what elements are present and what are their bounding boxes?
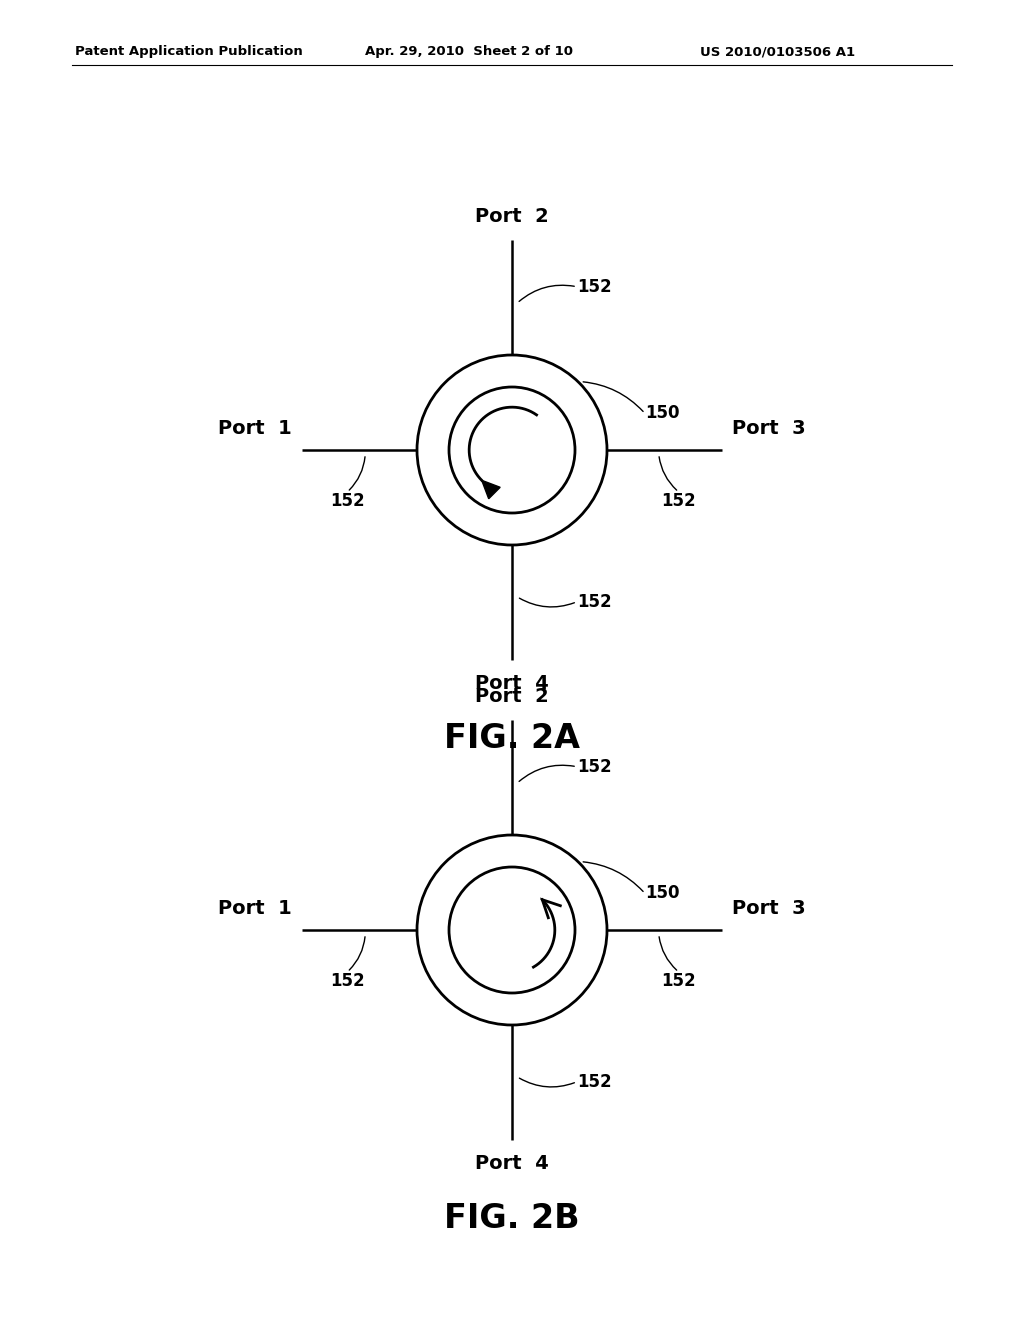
Text: Port  4: Port 4 (475, 1154, 549, 1173)
Text: Port  4: Port 4 (475, 675, 549, 693)
Text: 152: 152 (577, 758, 611, 776)
Text: 152: 152 (577, 593, 611, 611)
Text: Port  2: Port 2 (475, 207, 549, 226)
Text: FIG. 2A: FIG. 2A (444, 722, 580, 755)
Text: 152: 152 (330, 972, 365, 990)
Text: Port  2: Port 2 (475, 686, 549, 706)
Text: Apr. 29, 2010  Sheet 2 of 10: Apr. 29, 2010 Sheet 2 of 10 (365, 45, 573, 58)
Text: 152: 152 (662, 492, 696, 510)
Text: 150: 150 (645, 404, 680, 422)
Text: 150: 150 (645, 884, 680, 903)
Polygon shape (481, 480, 500, 499)
Text: FIG. 2B: FIG. 2B (444, 1201, 580, 1234)
Text: Port  3: Port 3 (732, 899, 806, 917)
Text: 152: 152 (577, 277, 611, 296)
Text: Port  1: Port 1 (218, 418, 292, 438)
Text: Port  1: Port 1 (218, 899, 292, 917)
Text: 152: 152 (330, 492, 365, 510)
Text: Port  3: Port 3 (732, 418, 806, 438)
Text: US 2010/0103506 A1: US 2010/0103506 A1 (700, 45, 855, 58)
Text: 152: 152 (577, 1073, 611, 1090)
Text: 152: 152 (662, 972, 696, 990)
Text: Patent Application Publication: Patent Application Publication (75, 45, 303, 58)
